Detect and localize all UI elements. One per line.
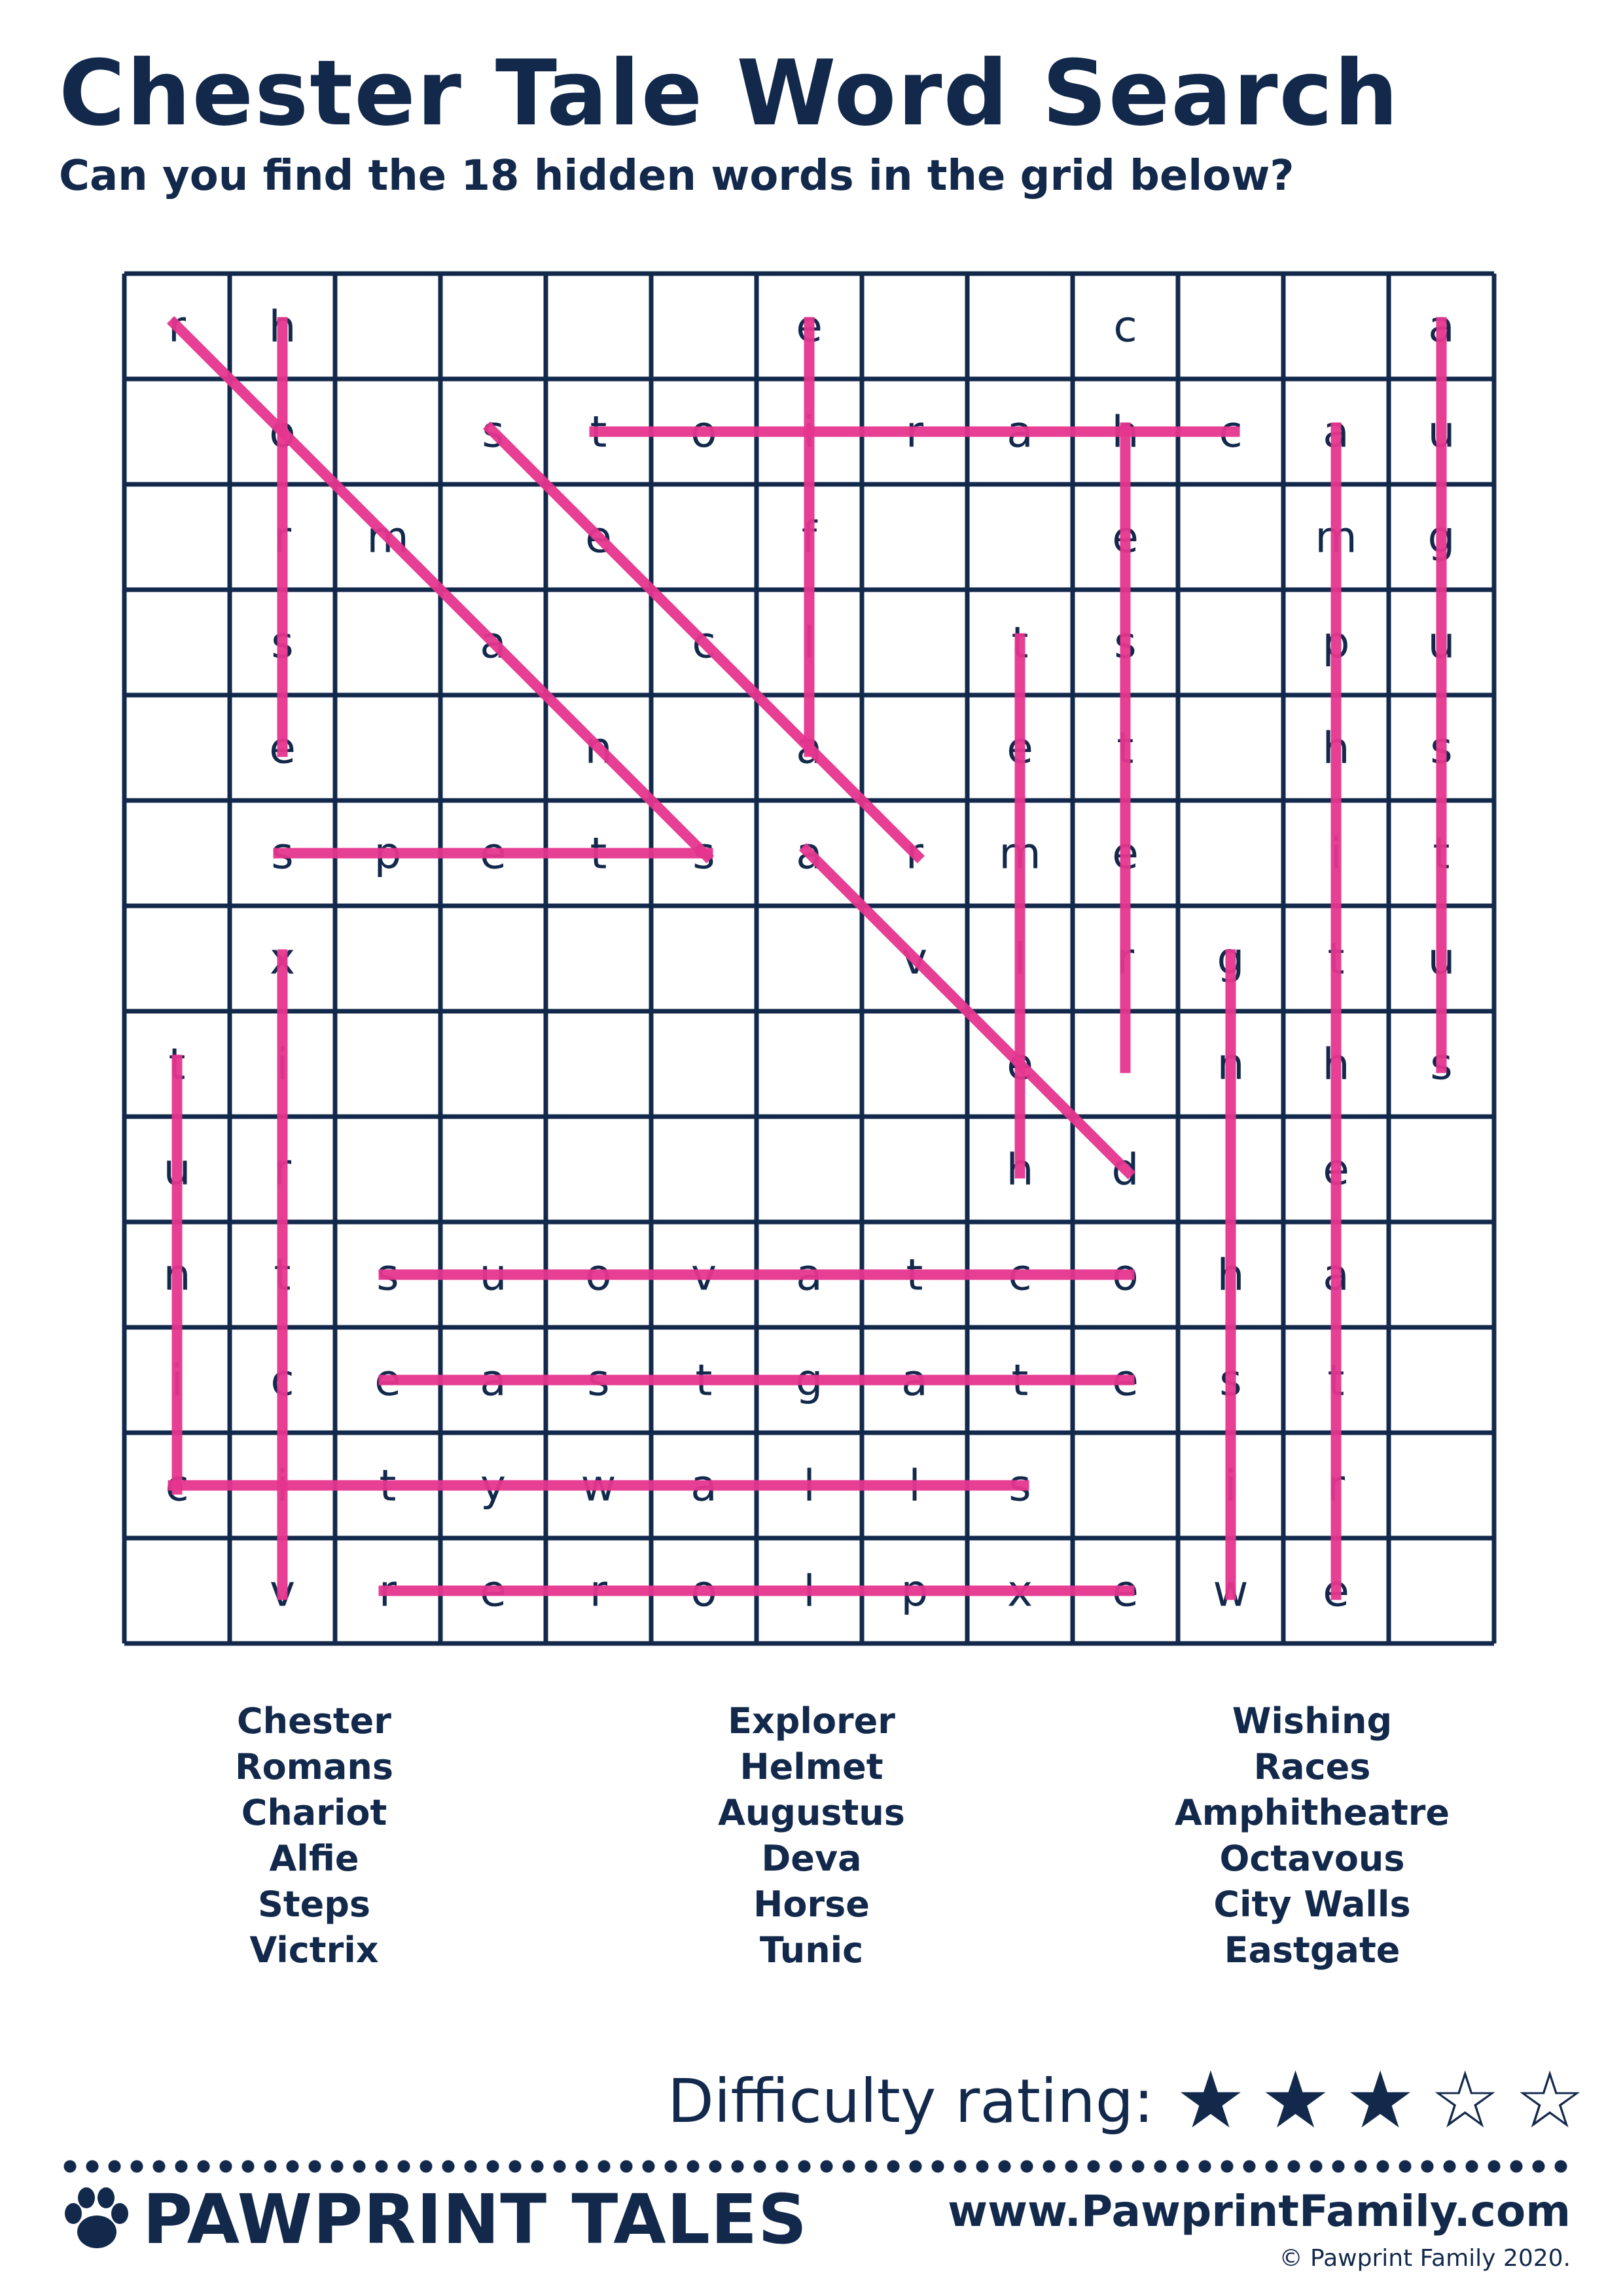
- difficulty-rating: Difficulty rating: ★ ★ ★ ☆ ☆: [668, 2062, 1592, 2140]
- word-list-item: Horse: [753, 1884, 870, 1925]
- word-list-item: Alfie: [269, 1838, 359, 1879]
- star-empty-icon: ☆: [1429, 2055, 1501, 2146]
- word-list-item: Steps: [257, 1884, 371, 1925]
- star-filled-icon: ★: [1345, 2055, 1416, 2146]
- copyright-notice: © Pawprint Family 2020.: [1279, 2245, 1571, 2272]
- grid-letter: c: [1113, 302, 1137, 352]
- word-list-item: Helmet: [740, 1746, 883, 1787]
- brand: PAWPRINT TALES: [59, 2179, 808, 2259]
- word-list-item: Chariot: [241, 1792, 387, 1833]
- word-list-item: Deva: [761, 1838, 862, 1879]
- page-subtitle: Can you find the 18 hidden words in the …: [59, 152, 1294, 200]
- word-list-item: Octavous: [1219, 1838, 1405, 1879]
- word-list-item: Romans: [235, 1746, 393, 1787]
- star-filled-icon: ★: [1260, 2055, 1331, 2146]
- found-word-line: [798, 842, 1136, 1180]
- star-empty-icon: ☆: [1514, 2055, 1585, 2146]
- difficulty-label: Difficulty rating:: [668, 2066, 1154, 2136]
- word-list-item: Tunic: [759, 1929, 864, 1971]
- word-list-item: City Walls: [1213, 1884, 1411, 1925]
- brand-name: PAWPRINT TALES: [143, 2179, 808, 2259]
- dotted-divider: [59, 2159, 1571, 2174]
- word-list-item: Amphitheatre: [1174, 1792, 1450, 1833]
- word-list-item: Chester: [237, 1700, 391, 1742]
- word-list-column-2: Explorer Helmet Augustus Deva Horse Tunic: [648, 1698, 975, 1973]
- word-list-column-3: Wishing Races Amphitheatre Octavous City Wal…: [1149, 1698, 1476, 1973]
- word-list-item: Eastgate: [1224, 1929, 1400, 1971]
- word-list-item: Explorer: [728, 1700, 895, 1742]
- paw-icon: [65, 2187, 128, 2248]
- found-word-line: [166, 315, 715, 864]
- star-filled-icon: ★: [1175, 2055, 1246, 2146]
- word-list-item: Races: [1253, 1746, 1371, 1787]
- word-list-item: Augustus: [718, 1792, 905, 1833]
- page-title: Chester Tale Word Search: [59, 41, 1400, 146]
- difficulty-stars: ★ ★ ★ ☆ ☆: [1168, 2062, 1592, 2140]
- word-list-item: Victrix: [249, 1929, 379, 1971]
- word-list-column-1: Chester Romans Chariot Alfie Steps Victrix: [151, 1698, 478, 1973]
- found-word-line: [482, 421, 925, 864]
- word-list-item: Wishing: [1232, 1700, 1393, 1742]
- website-link[interactable]: www.PawprintFamily.com: [948, 2186, 1571, 2236]
